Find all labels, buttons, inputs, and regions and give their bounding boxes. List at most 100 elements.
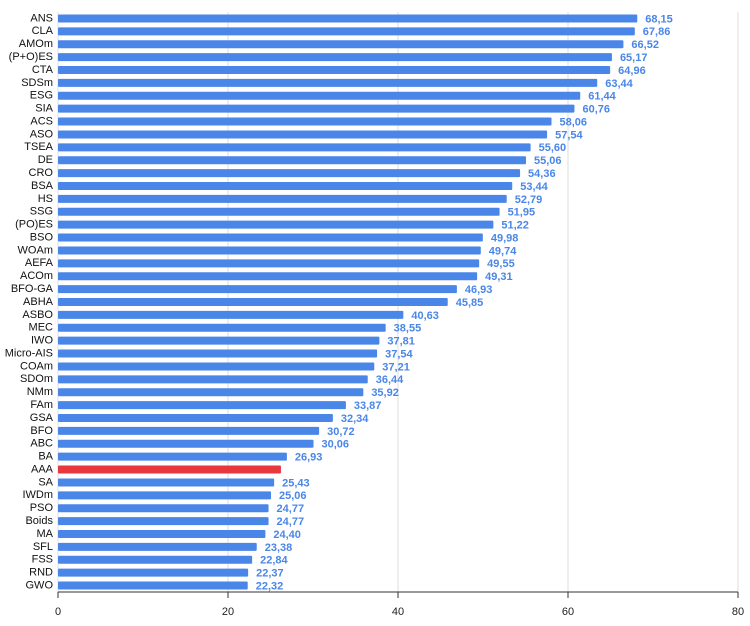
bar — [58, 91, 581, 100]
bar — [58, 233, 483, 242]
value-label: 30,06 — [322, 439, 350, 451]
x-tick-label: 20 — [222, 606, 234, 618]
bar — [58, 362, 375, 371]
bar — [58, 323, 386, 332]
y-tick-label: AEFA — [25, 257, 54, 269]
value-label: 54,36 — [528, 168, 556, 180]
value-label: 35,92 — [371, 387, 399, 399]
bar — [58, 388, 364, 397]
y-tick-label: SIA — [35, 103, 53, 115]
bar — [58, 414, 333, 422]
y-tick-label: BSA — [31, 180, 54, 192]
bar — [58, 78, 598, 87]
y-tick-label: NMm — [27, 386, 53, 398]
bar — [58, 143, 531, 152]
y-tick-label: AMOm — [19, 38, 53, 50]
y-tick-label: CTA — [32, 64, 54, 76]
value-label: 38,55 — [394, 323, 422, 335]
y-tick-label: TSEA — [24, 141, 53, 153]
bar — [58, 452, 287, 461]
bar — [58, 439, 314, 448]
value-label: 26,93 — [295, 452, 323, 464]
y-tick-label: IWDm — [22, 489, 53, 501]
y-tick-label: MA — [37, 528, 54, 540]
value-label: 49,55 — [487, 258, 515, 270]
y-tick-label: SA — [38, 476, 53, 488]
y-tick-label: RND — [29, 567, 53, 579]
value-label: 22,37 — [256, 568, 284, 580]
bar — [58, 53, 612, 62]
value-label: 61,44 — [588, 91, 616, 103]
value-label: 65,17 — [620, 52, 648, 64]
bar — [58, 517, 269, 526]
bar — [58, 156, 527, 165]
y-tick-label: BA — [38, 451, 53, 463]
value-label: 23,38 — [265, 542, 293, 554]
value-label: 57,54 — [555, 129, 583, 141]
y-tick-label: GSA — [30, 412, 54, 424]
bar — [58, 465, 281, 474]
y-tick-label: ASO — [30, 128, 54, 140]
value-label: 25,06 — [279, 490, 307, 502]
value-label: 52,79 — [515, 194, 543, 206]
bar — [58, 491, 272, 500]
y-tick-label: COAm — [20, 360, 53, 372]
bar — [58, 504, 269, 513]
value-label: 53,44 — [520, 181, 548, 193]
bar — [58, 349, 378, 358]
value-label: 55,06 — [534, 155, 562, 167]
bar — [58, 194, 507, 203]
bar — [58, 117, 552, 126]
value-label: 37,21 — [382, 361, 410, 373]
bar — [58, 207, 500, 216]
bar — [58, 66, 611, 74]
y-tick-label: HS — [38, 193, 53, 205]
value-label: 58,06 — [560, 116, 588, 128]
bar — [58, 14, 638, 23]
value-label: 25,43 — [282, 477, 310, 489]
value-label: 68,15 — [645, 13, 673, 25]
value-label: 37,54 — [385, 348, 413, 360]
value-label: 51,22 — [501, 220, 529, 232]
y-tick-label: ACOm — [20, 270, 53, 282]
bar — [58, 285, 457, 294]
value-label: 24,40 — [273, 529, 301, 541]
value-label: 40,63 — [411, 310, 439, 322]
y-tick-label: (PO)ES — [15, 219, 53, 231]
value-label: 51,95 — [508, 207, 536, 219]
bar — [58, 259, 480, 268]
bar — [58, 581, 248, 590]
bar — [58, 169, 521, 178]
bar — [58, 40, 624, 49]
value-label: 46,93 — [465, 284, 493, 296]
y-tick-label: BFO-GA — [11, 283, 54, 295]
bar — [58, 478, 275, 487]
value-label: 22,32 — [256, 580, 284, 592]
bar — [58, 298, 448, 306]
value-label: 64,96 — [618, 65, 646, 77]
y-tick-label: ACS — [30, 115, 53, 127]
y-tick-label: WOAm — [18, 244, 53, 256]
y-tick-label: ABC — [30, 438, 53, 450]
y-tick-label: ASBO — [22, 309, 53, 321]
value-label: 24,77 — [277, 516, 305, 528]
value-label: 49,31 — [485, 271, 513, 283]
value-label: 30,72 — [327, 426, 355, 438]
value-label: 32,34 — [341, 413, 369, 425]
value-label: 66,52 — [631, 39, 659, 51]
y-tick-label: (P+O)ES — [9, 51, 53, 63]
y-tick-label: PSO — [30, 502, 54, 514]
bar — [58, 272, 478, 281]
x-tick-label: 40 — [392, 606, 404, 618]
value-label: 60,76 — [582, 104, 610, 116]
y-tick-label: CRO — [29, 167, 54, 179]
value-label: 36,44 — [376, 374, 404, 386]
y-tick-label: BFO — [30, 425, 53, 437]
bar — [58, 220, 494, 229]
y-tick-label: SDSm — [21, 77, 53, 89]
value-label: 24,77 — [277, 503, 305, 515]
bar — [58, 246, 481, 255]
y-tick-label: ABHA — [23, 296, 54, 308]
y-tick-label: Micro-AIS — [5, 347, 53, 359]
value-label: 45,85 — [456, 297, 484, 309]
